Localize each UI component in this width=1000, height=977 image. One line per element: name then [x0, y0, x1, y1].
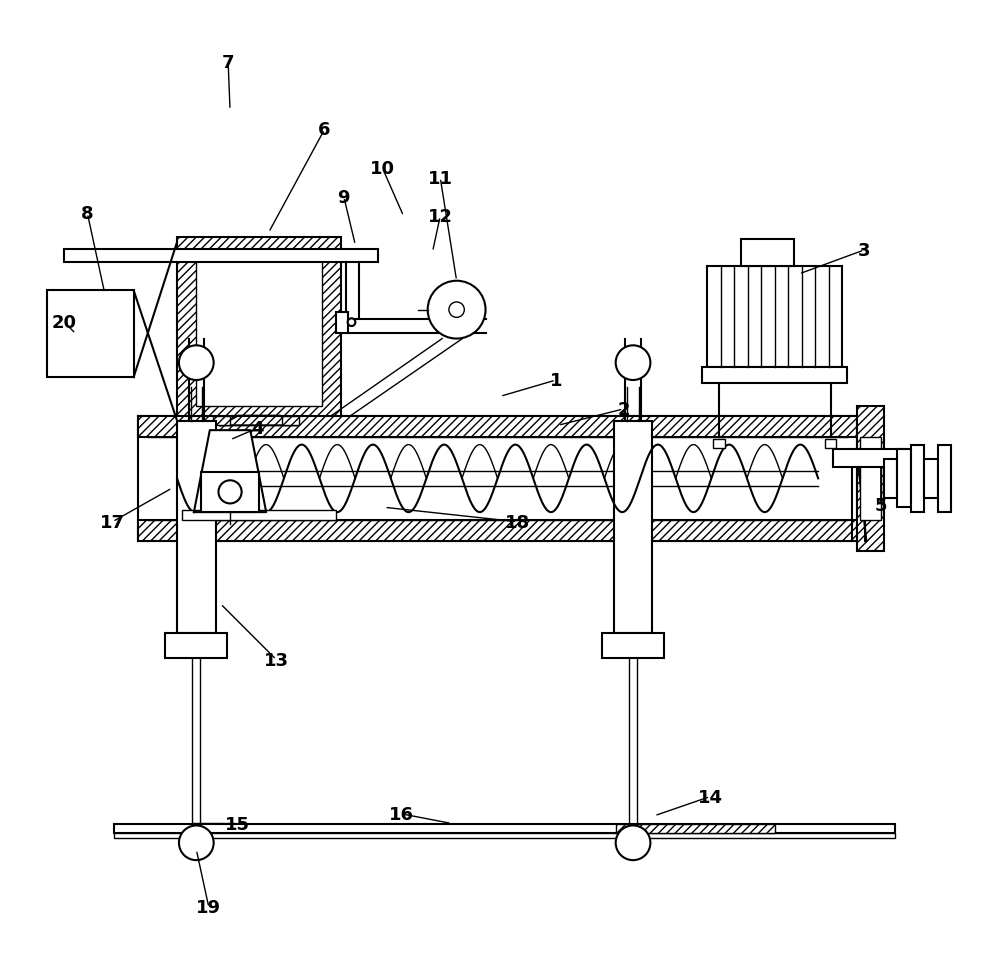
Bar: [860, 438, 881, 521]
Text: 14: 14: [698, 787, 723, 806]
Bar: [282, 416, 299, 426]
Circle shape: [616, 826, 650, 861]
Circle shape: [179, 346, 214, 381]
Bar: [713, 440, 725, 449]
Circle shape: [218, 481, 242, 504]
Text: 16: 16: [389, 805, 414, 823]
Circle shape: [449, 303, 464, 319]
Bar: [857, 406, 884, 551]
Polygon shape: [194, 431, 266, 513]
Bar: [165, 633, 227, 658]
Circle shape: [348, 319, 355, 326]
Text: 7: 7: [222, 54, 234, 71]
Text: 15: 15: [225, 815, 250, 832]
Text: 2: 2: [617, 401, 630, 418]
Text: 19: 19: [196, 899, 221, 916]
Bar: [911, 446, 924, 513]
Bar: [114, 833, 895, 838]
Text: 1: 1: [550, 371, 562, 390]
Bar: [138, 416, 857, 541]
Bar: [177, 238, 341, 426]
Text: 8: 8: [81, 205, 94, 223]
Bar: [177, 421, 216, 633]
Bar: [336, 313, 348, 333]
Bar: [213, 416, 230, 426]
Text: 12: 12: [428, 208, 453, 226]
Polygon shape: [220, 416, 298, 426]
Bar: [47, 291, 134, 378]
Bar: [616, 824, 775, 833]
Bar: [702, 368, 847, 384]
Bar: [924, 459, 938, 498]
Bar: [196, 257, 322, 406]
Bar: [884, 459, 897, 498]
Text: 3: 3: [858, 241, 871, 260]
Bar: [201, 472, 259, 513]
Text: 4: 4: [251, 420, 263, 438]
Bar: [825, 440, 836, 449]
Text: 18: 18: [505, 513, 530, 531]
Text: 10: 10: [370, 160, 395, 178]
Circle shape: [179, 826, 214, 861]
Bar: [833, 450, 905, 467]
Bar: [938, 446, 951, 513]
Bar: [897, 450, 911, 508]
Text: 11: 11: [428, 169, 453, 188]
Text: 17: 17: [100, 513, 125, 531]
Bar: [614, 421, 652, 633]
Text: 9: 9: [338, 189, 350, 206]
Bar: [741, 240, 794, 267]
Bar: [182, 511, 336, 521]
Bar: [138, 416, 857, 438]
Circle shape: [616, 346, 650, 381]
Bar: [602, 633, 664, 658]
Text: 13: 13: [264, 651, 289, 669]
Circle shape: [428, 281, 486, 339]
Text: 6: 6: [318, 121, 331, 139]
Bar: [64, 250, 378, 263]
Bar: [707, 267, 842, 368]
Bar: [138, 521, 857, 541]
Text: 20: 20: [52, 314, 77, 332]
Bar: [114, 824, 895, 833]
Text: 5: 5: [875, 497, 887, 515]
